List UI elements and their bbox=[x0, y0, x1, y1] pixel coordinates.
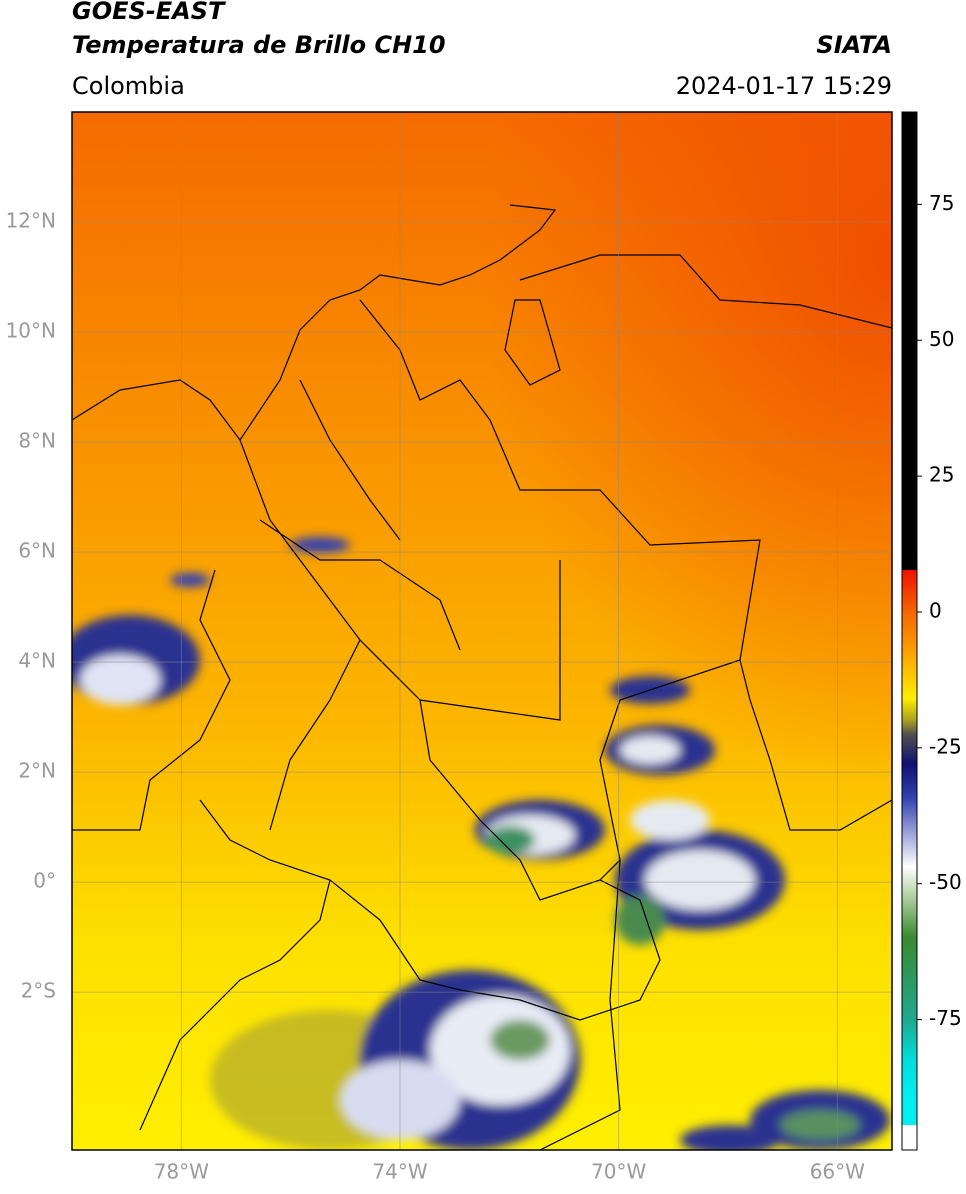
colorbar-tick-label: -50 bbox=[929, 870, 962, 894]
lon-tick-label: 66°W bbox=[810, 1160, 865, 1184]
colorbar-tick-label: 50 bbox=[929, 327, 954, 351]
colorbar-tick-label: 0 bbox=[929, 598, 942, 622]
colorbar bbox=[901, 111, 918, 1151]
title: GOES-EAST bbox=[72, 0, 226, 25]
lon-tick-label: 70°W bbox=[591, 1160, 646, 1184]
lat-tick-label: 12°N bbox=[6, 209, 56, 233]
lat-tick-label: 10°N bbox=[6, 319, 56, 343]
colorbar-tick-label: -25 bbox=[929, 734, 962, 758]
satellite-image bbox=[72, 112, 892, 1150]
lat-tick-label: 8°N bbox=[18, 429, 56, 453]
subtitle: Temperatura de Brillo CH10 bbox=[72, 31, 446, 59]
colorbar-tick-label: 75 bbox=[929, 191, 954, 215]
colorbar-tick-label: 25 bbox=[929, 463, 954, 487]
lat-tick-label: 2°N bbox=[18, 759, 56, 783]
lat-tick-label: 6°N bbox=[18, 539, 56, 563]
lon-tick-label: 74°W bbox=[372, 1160, 427, 1184]
colorbar-tick-label: -75 bbox=[929, 1006, 962, 1030]
source: SIATA bbox=[816, 31, 892, 59]
lat-tick-label: 2°S bbox=[21, 979, 56, 1003]
lat-tick-label: 4°N bbox=[18, 649, 56, 673]
datetime: 2024-01-17 15:29 bbox=[676, 72, 892, 100]
map-frame bbox=[71, 111, 893, 1151]
lat-tick-label: 0° bbox=[33, 869, 56, 893]
lon-tick-label: 78°W bbox=[154, 1160, 209, 1184]
region: Colombia bbox=[72, 72, 185, 100]
